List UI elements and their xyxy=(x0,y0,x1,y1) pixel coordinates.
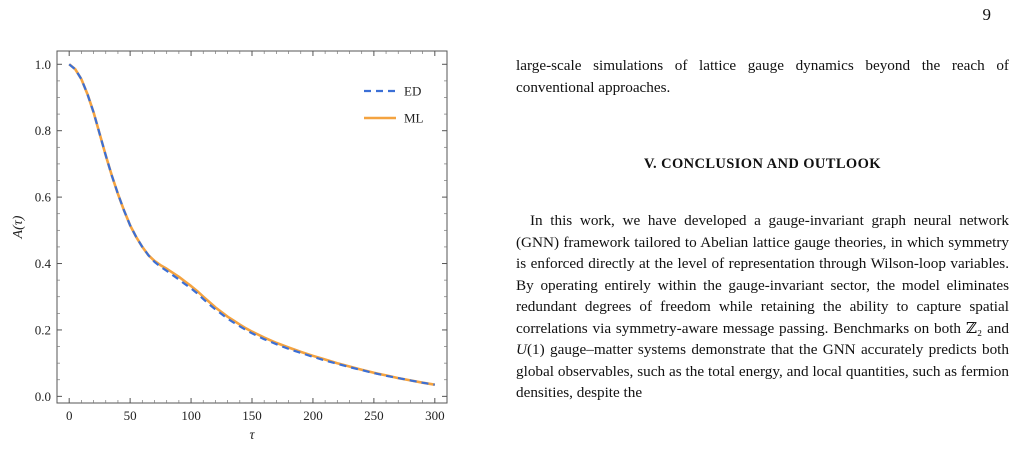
figure-panel: 0 50 100 150 200 250 300 0.0 0.2 0.4 0.6 0.8 1.0 τ A(τ… xyxy=(0,0,470,475)
y-tick-label: 0.0 xyxy=(35,389,51,404)
paragraph-text-and: and xyxy=(982,319,1009,337)
legend-label-ed: ED xyxy=(404,84,421,99)
section-heading: V. CONCLUSION AND OUTLOOK xyxy=(644,156,881,172)
plot-frame xyxy=(56,50,448,404)
x-tick-label: 0 xyxy=(66,408,73,423)
x-tick-label: 200 xyxy=(303,408,323,423)
series-line-ed xyxy=(68,63,435,386)
intro-paragraph: large-scale simulations of lattice gauge… xyxy=(516,57,1009,96)
z2-symbol: ℤ₂ xyxy=(965,319,983,337)
x-tick-label: 100 xyxy=(181,408,201,423)
y-tick-label: 0.6 xyxy=(35,190,52,205)
y-tick-label: 0.2 xyxy=(35,322,51,337)
legend-label-ml: ML xyxy=(404,111,424,126)
y-tick-label: 0.4 xyxy=(35,256,52,271)
series-line-ml xyxy=(68,63,436,386)
y-tick-label: 0.8 xyxy=(35,123,51,138)
y-axis-label: A(τ) xyxy=(11,215,26,239)
u1-symbol: U xyxy=(516,341,527,358)
conclusion-paragraph: In this work, we have developed a gauge-… xyxy=(516,210,1009,404)
correlation-chart: 0 50 100 150 200 250 300 0.0 0.2 0.4 0.6 0.8 1.0 τ A(τ… xyxy=(11,50,448,443)
x-tick-label: 250 xyxy=(364,408,384,423)
page-number: 9 xyxy=(982,5,992,24)
x-tick-label: 50 xyxy=(124,408,137,423)
y-tick-label: 1.0 xyxy=(35,57,51,72)
u1-argument: (1) xyxy=(526,341,545,358)
x-tick-label: 300 xyxy=(425,408,445,423)
x-tick-label: 150 xyxy=(242,408,262,423)
x-axis-label: τ xyxy=(249,428,255,443)
paragraph-text-2: gauge–matter systems demonstrate that th… xyxy=(516,341,1009,401)
paragraph-text-1: In this work, we have developed a gauge-… xyxy=(516,212,1009,337)
